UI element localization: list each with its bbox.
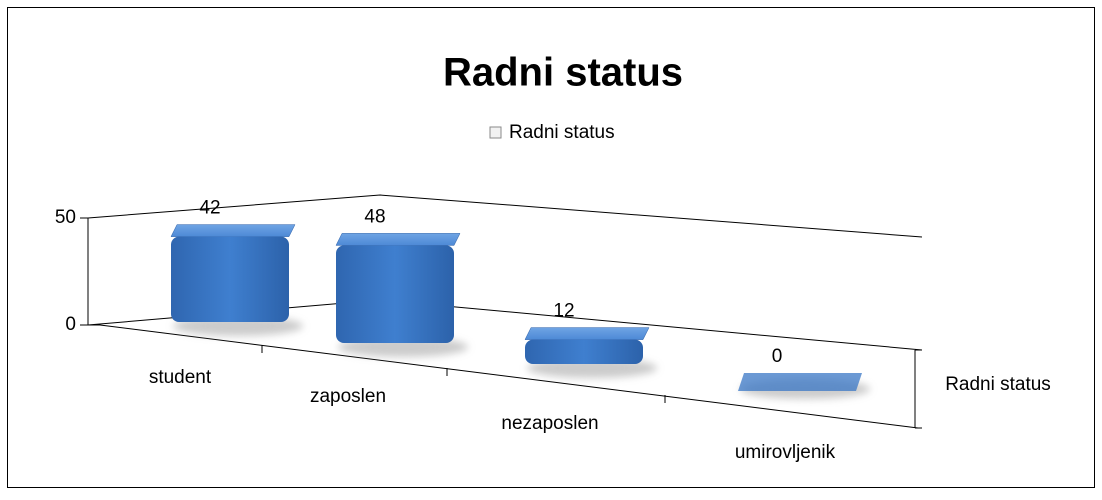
chart-title: Radni status <box>443 51 683 95</box>
bar <box>525 339 643 364</box>
y-tick-label: 50 <box>55 207 76 228</box>
axis-frame <box>87 218 922 429</box>
x-tick-label: umirovljenik <box>735 442 836 463</box>
x-axis-line <box>99 324 919 429</box>
legend: Radni status <box>489 122 615 143</box>
bar <box>171 236 289 322</box>
x-tick-marks <box>261 345 666 403</box>
x-tick-label: nezaposlen <box>501 413 598 434</box>
legend-swatch <box>489 126 502 139</box>
bar <box>738 373 862 391</box>
depth-axis-label: Radni status <box>945 374 1051 395</box>
data-label: 0 <box>772 346 783 367</box>
bar <box>335 233 461 246</box>
legend-label: Radni status <box>509 122 615 143</box>
bar <box>336 245 454 343</box>
data-label: 12 <box>553 301 574 322</box>
x-tick-label: student <box>149 367 212 388</box>
grid-line <box>87 194 923 238</box>
bar <box>170 224 296 237</box>
x-tick-label: zaposlen <box>310 386 386 407</box>
data-label: 42 <box>199 198 220 219</box>
y-tick-label: 0 <box>65 314 76 335</box>
data-label: 48 <box>364 206 385 227</box>
bar <box>524 327 650 340</box>
